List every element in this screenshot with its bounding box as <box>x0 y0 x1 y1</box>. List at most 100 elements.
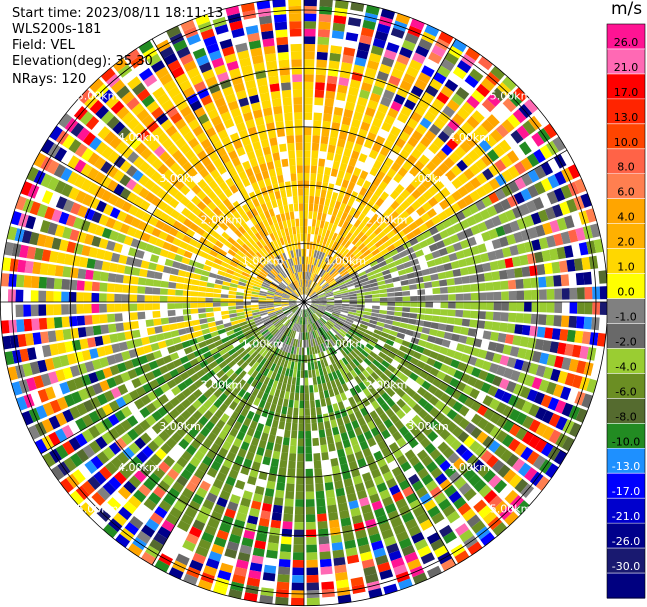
range-gate <box>439 286 448 294</box>
range-gate <box>304 370 308 378</box>
range-gate <box>310 331 314 340</box>
range-gate <box>129 312 138 321</box>
range-gate <box>100 324 109 335</box>
range-gate <box>436 370 447 381</box>
range-gate <box>304 218 308 227</box>
range-gate <box>310 306 317 311</box>
range-gate <box>99 303 107 313</box>
range-gate <box>282 437 290 446</box>
range-gate <box>493 302 502 311</box>
range-gate <box>391 253 401 261</box>
range-gate <box>341 179 350 189</box>
radar-rays <box>0 0 608 606</box>
range-gate <box>495 430 508 443</box>
range-gate <box>200 323 209 330</box>
range-gate <box>293 315 298 323</box>
range-gate <box>353 228 361 237</box>
range-gate <box>251 370 259 379</box>
range-gate <box>205 287 214 293</box>
range-gate <box>355 104 366 114</box>
range-gate <box>243 458 253 469</box>
range-gate <box>168 281 177 289</box>
range-ring-label: 2.00km <box>366 213 408 226</box>
range-gate <box>306 582 320 591</box>
range-gate <box>416 420 428 431</box>
range-gate <box>272 450 281 460</box>
range-gate <box>155 264 165 272</box>
range-gate <box>508 290 517 301</box>
range-gate <box>311 314 317 322</box>
range-gate <box>359 440 369 451</box>
range-gate <box>324 289 333 294</box>
range-gate <box>364 190 374 200</box>
range-gate <box>360 349 369 358</box>
range-gate <box>490 66 506 81</box>
range-gate <box>477 221 488 233</box>
range-gate <box>339 509 350 520</box>
range-gate <box>293 97 303 105</box>
range-gate <box>319 298 327 301</box>
range-gate <box>484 321 493 330</box>
range-gate <box>310 281 316 289</box>
range-gate <box>317 259 323 268</box>
range-gate <box>347 330 355 338</box>
range-gate <box>295 499 304 507</box>
range-gate <box>396 332 406 340</box>
range-gate <box>307 233 311 242</box>
range-gate <box>584 286 593 300</box>
range-gate <box>393 173 404 184</box>
range-gate <box>307 308 311 316</box>
range-gate <box>291 66 302 75</box>
range-gate <box>488 474 502 489</box>
range-gate <box>429 78 443 91</box>
range-gate <box>331 314 339 319</box>
range-gate <box>348 291 357 295</box>
range-gate <box>319 335 325 344</box>
range-gate <box>568 229 579 243</box>
range-gate <box>407 398 417 409</box>
range-ring-label: 2.00km <box>366 379 408 392</box>
range-gate <box>321 581 335 590</box>
range-gate <box>331 465 341 475</box>
range-gate <box>263 107 273 117</box>
range-gate <box>497 464 511 478</box>
range-gate <box>516 217 528 230</box>
range-gate <box>325 275 332 282</box>
range-gate <box>325 341 331 350</box>
range-gate <box>230 410 240 421</box>
range-gate <box>370 371 380 381</box>
range-gate <box>305 430 312 439</box>
range-gate <box>419 117 432 129</box>
range-gate <box>383 535 397 547</box>
range-gate <box>264 385 272 395</box>
range-gate <box>316 345 321 354</box>
range-gate <box>375 377 385 386</box>
range-gate <box>360 121 371 132</box>
range-gate <box>109 333 119 343</box>
range-gate <box>444 206 455 218</box>
range-gate <box>370 316 379 321</box>
range-gate <box>260 432 269 442</box>
range-gate <box>241 537 254 548</box>
range-gate <box>410 296 418 301</box>
range-gate <box>305 287 307 295</box>
range-gate <box>277 574 290 583</box>
range-gate <box>432 308 441 315</box>
range-gate <box>228 391 238 401</box>
range-gate <box>252 413 261 423</box>
range-gate <box>417 449 429 461</box>
range-gate <box>256 345 264 353</box>
range-gate <box>308 203 314 212</box>
range-gate <box>486 454 499 468</box>
range-gate <box>306 567 319 576</box>
range-gate <box>351 419 360 430</box>
range-gate <box>507 165 520 179</box>
range-gate <box>76 280 85 291</box>
range-gate <box>208 272 218 279</box>
range-gate <box>333 216 341 226</box>
range-gate <box>309 292 317 298</box>
range-gate <box>334 305 342 308</box>
range-gate <box>362 74 375 85</box>
range-gate <box>427 505 441 518</box>
range-gate <box>123 501 137 515</box>
